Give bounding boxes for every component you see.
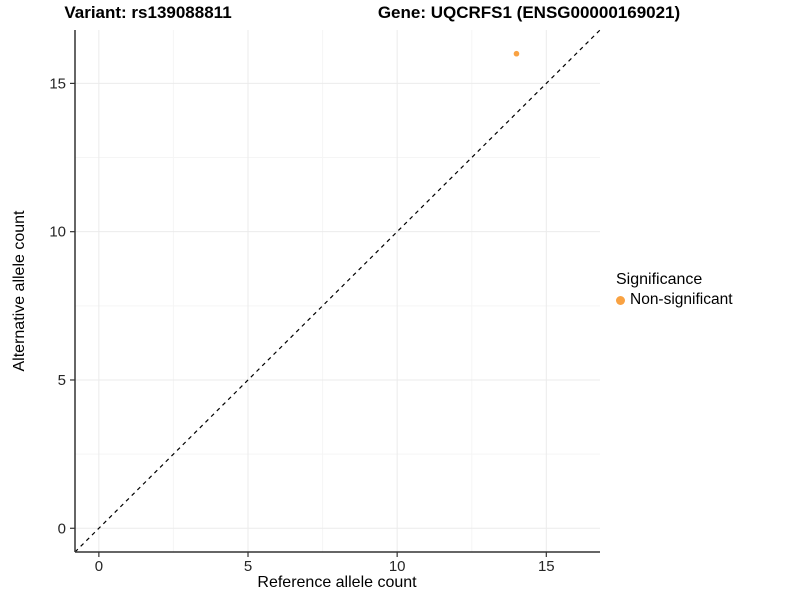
x-tick-label: 10 <box>389 558 406 575</box>
y-axis-title: Alternative allele count <box>11 210 28 372</box>
x-axis-title: Reference allele count <box>257 574 417 591</box>
x-tick-label: 15 <box>538 558 555 575</box>
legend-item: Non-significant <box>616 291 733 309</box>
variant-title: Variant: rs139088811 <box>64 3 232 22</box>
y-tick-label: 10 <box>49 224 66 241</box>
identity-dashed-line <box>74 29 601 553</box>
legend-title: Significance <box>616 271 703 288</box>
y-tick-label: 5 <box>58 372 66 389</box>
y-tick-label: 0 <box>58 520 66 537</box>
x-tick-label: 5 <box>244 558 252 575</box>
x-tick-label: 0 <box>95 558 103 575</box>
data-point <box>513 50 520 57</box>
legend-point-icon <box>616 295 625 305</box>
gene-title: Gene: UQCRFS1 (ENSG00000169021) <box>377 3 681 22</box>
legend: Significance Non-significant <box>616 271 733 309</box>
legend-item-label: Non-significant <box>630 291 733 308</box>
y-tick-label: 15 <box>49 75 66 92</box>
